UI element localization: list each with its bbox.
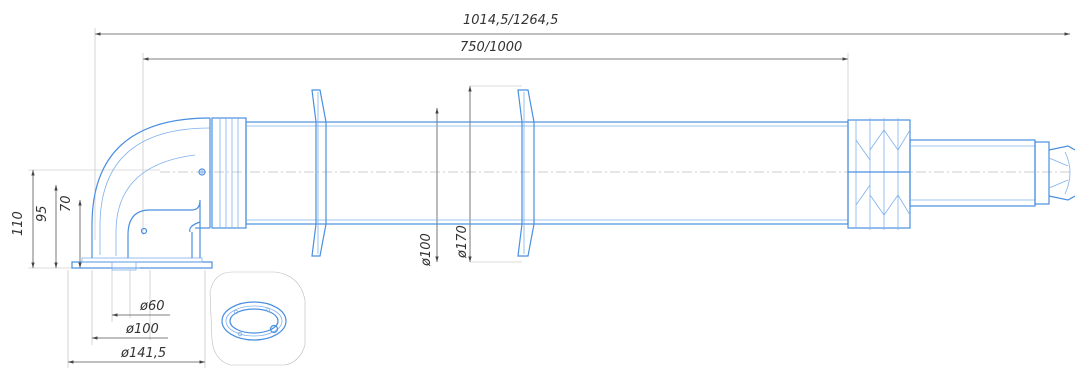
height-95-label: 95 (35, 205, 50, 222)
dimension-lines (28, 28, 1070, 368)
coupling-sleeve (211, 117, 247, 229)
terminal-cap (847, 118, 1075, 230)
height-110-label: 110 (11, 211, 26, 236)
diameter-170-label: ø170 (455, 225, 470, 259)
elbow (91, 117, 211, 258)
base-flange (71, 257, 213, 271)
pipe-length-label: 750/1000 (460, 40, 522, 55)
base-d100-label: ø100 (125, 322, 159, 337)
base-d141-label: ø141,5 (120, 346, 166, 361)
wall-flange-1 (311, 89, 327, 257)
base-d60-label: ø60 (139, 299, 165, 314)
overall-length-label: 1014,5/1264,5 (463, 13, 558, 28)
flange-detail-inset (209, 271, 306, 366)
wall-flange-2 (517, 89, 535, 257)
outer-pipe (245, 121, 849, 225)
height-70-label: 70 (59, 195, 74, 212)
diameter-100-label: ø100 (419, 233, 434, 267)
